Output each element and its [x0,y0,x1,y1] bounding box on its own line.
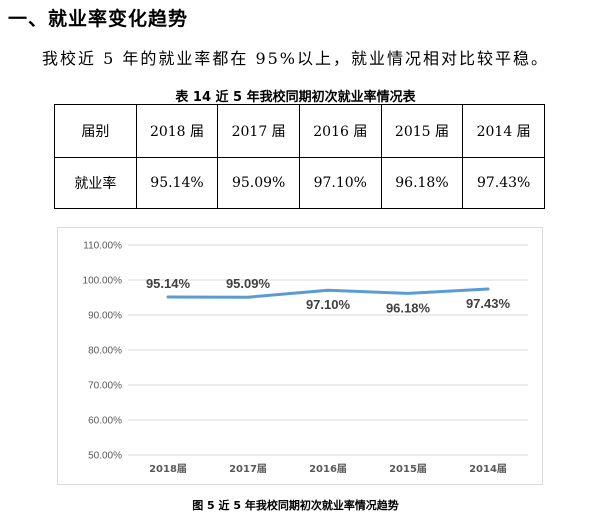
table-header-row: 届别 2018 届 2017 届 2016 届 2015 届 2014 届 [54,104,545,158]
x-tick-label: 2014届 [469,463,507,475]
table-cell: 就业率 [54,157,137,209]
table-cell: 97.43% [462,157,545,209]
y-tick-label: 70.00% [88,381,122,392]
x-tick-label: 2016届 [309,463,347,475]
y-tick-label: 90.00% [88,311,122,322]
y-tick-label: 110.00% [83,241,122,252]
table-header-cell: 2015 届 [380,104,464,158]
table-header-cell: 2018 届 [135,104,219,158]
table-caption: 表 14 近 5 年我校同期初次就业率情况表 [175,90,416,105]
table-header-cell: 2017 届 [217,104,300,158]
table-header-cell: 届别 [54,104,137,158]
data-label: 97.43% [466,296,511,311]
x-tick-label: 2017届 [229,463,267,475]
table-cell: 95.14% [135,157,219,209]
x-tick-label: 2018届 [149,463,187,475]
section-heading: 一、就业率变化趋势 [8,8,189,30]
table-header-cell: 2014 届 [462,104,545,158]
table-header-cell: 2016 届 [298,104,382,158]
section-paragraph: 我校近 5 年的就业率都在 95%以上，就业情况相对比较平稳。 [42,49,550,68]
employment-rate-table: 届别 2018 届 2017 届 2016 届 2015 届 2014 届 就业… [54,104,545,209]
y-tick-label: 80.00% [88,346,122,357]
table-cell: 97.10% [298,157,382,209]
data-label: 97.10% [306,297,351,312]
trend-chart-svg: 50.00% 60.00% 70.00% 80.00% 90.00% 100.00% 110… [83,241,528,475]
y-tick-label: 100.00% [83,276,123,287]
trend-chart: 50.00% 60.00% 70.00% 80.00% 90.00% 100.00% 110… [57,227,543,485]
table-cell: 95.09% [217,157,300,209]
series-line [166,287,490,299]
table-row: 就业率 95.14% 95.09% 97.10% 96.18% 97.43% [54,157,545,209]
data-label: 96.18% [386,300,431,315]
y-tick-label: 60.00% [88,416,122,427]
data-label: 95.14% [146,276,191,291]
x-tick-label: 2015届 [389,463,427,475]
y-tick-label: 50.00% [88,451,122,462]
figure-caption: 图 5 近 5 年我校同期初次就业率情况趋势 [192,499,399,512]
data-label: 95.09% [226,276,271,291]
table-cell: 96.18% [380,157,464,209]
